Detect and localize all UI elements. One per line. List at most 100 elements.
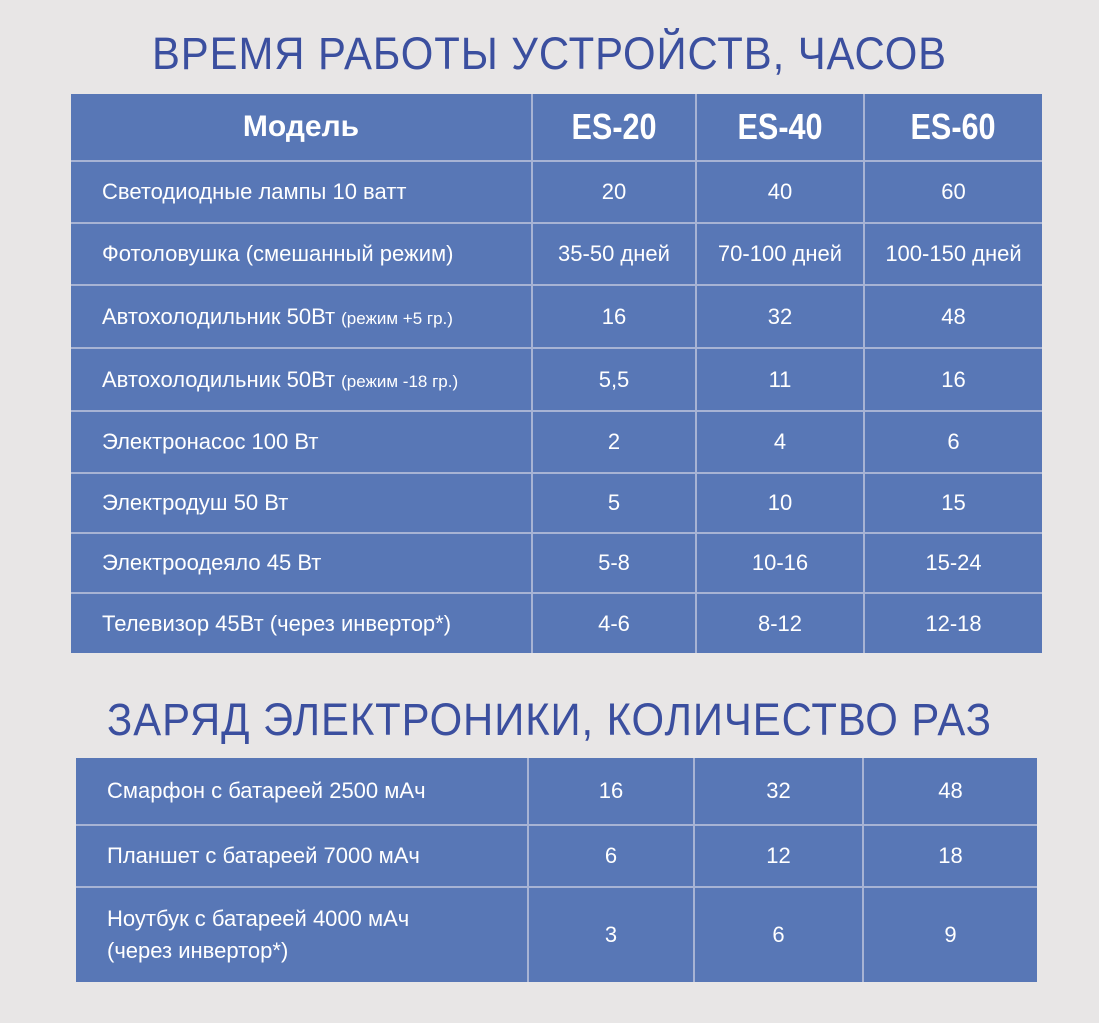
cell-value: 3 bbox=[604, 922, 618, 948]
table-cell: 4 bbox=[695, 410, 863, 472]
table-cell: Электроодеяло 45 Вт bbox=[71, 532, 531, 592]
row-label: Автохолодильник 50Вт (режим +5 гр.) bbox=[102, 301, 453, 333]
table-cell: 16 bbox=[527, 758, 693, 824]
label-text: Фотоловушка (смешанный режим) bbox=[102, 241, 454, 267]
table-cell: 11 bbox=[695, 347, 863, 410]
cell-value: 32 bbox=[766, 778, 791, 804]
row-label: Планшет с батареей 7000 мАч bbox=[107, 840, 420, 872]
table-cell: Ноутбук с батареей 4000 мАч (через инверт… bbox=[76, 886, 527, 982]
header-text: ES-40 bbox=[737, 105, 823, 147]
table-cell: 16 bbox=[531, 284, 695, 347]
row-label: Автохолодильник 50Вт (режим -18 гр.) bbox=[102, 364, 458, 396]
table-cell: 10 bbox=[695, 472, 863, 532]
cell-value: 15-24 bbox=[925, 550, 982, 576]
table-cell: Электродуш 50 Вт bbox=[71, 472, 531, 532]
cell-value: 15 bbox=[941, 490, 966, 516]
row-label: Смарфон с батареей 2500 мАч bbox=[107, 775, 426, 807]
row-label: Светодиодные лампы 10 ватт bbox=[102, 176, 406, 208]
row-label: Ноутбук с батареей 4000 мАч (через инверт… bbox=[107, 903, 409, 967]
cell-value: 48 bbox=[941, 303, 966, 329]
cell-value: 12 bbox=[766, 843, 791, 869]
table-cell: 100-150 дней bbox=[863, 222, 1042, 284]
label-note: (через инвертор*) bbox=[107, 938, 289, 963]
cell-value: 35-50 дней bbox=[558, 241, 670, 267]
row-label: Фотоловушка (смешанный режим) bbox=[102, 238, 453, 270]
row-label: Телевизор 45Вт (через инвертор*) bbox=[102, 608, 451, 640]
table-cell: 5,5 bbox=[531, 347, 695, 410]
cell-value: 16 bbox=[941, 366, 966, 392]
table-cell: Светодиодные лампы 10 ватт bbox=[71, 160, 531, 222]
table-cell: 6 bbox=[863, 410, 1042, 472]
table-cell: 70-100 дней bbox=[695, 222, 863, 284]
table-cell: 6 bbox=[527, 824, 693, 886]
cell-value: 60 bbox=[941, 179, 966, 205]
table-cell: 32 bbox=[693, 758, 862, 824]
cell-value: 16 bbox=[598, 778, 624, 804]
table-cell: Модель bbox=[71, 94, 531, 160]
label-text: Электронасос 100 Вт bbox=[102, 429, 319, 455]
table-cell: 48 bbox=[862, 758, 1037, 824]
table-cell: 48 bbox=[863, 284, 1042, 347]
table-cell: 8-12 bbox=[695, 592, 863, 653]
table-cell: 20 bbox=[531, 160, 695, 222]
table-cell: Смарфон с батареей 2500 мАч bbox=[76, 758, 527, 824]
header-text: Модель bbox=[242, 110, 360, 144]
cell-value: 10 bbox=[767, 490, 793, 516]
cell-value: 70-100 дней bbox=[717, 241, 843, 267]
cell-value: 6 bbox=[772, 922, 785, 948]
cell-value: 8-12 bbox=[757, 610, 803, 636]
table-cell: 2 bbox=[531, 410, 695, 472]
row-label: Электроодеяло 45 Вт bbox=[102, 547, 321, 579]
table-cell: 32 bbox=[695, 284, 863, 347]
table-cell: Электронасос 100 Вт bbox=[71, 410, 531, 472]
table-cell: 5-8 bbox=[531, 532, 695, 592]
table-cell: 12-18 bbox=[863, 592, 1042, 653]
label-text: Электродуш 50 Вт bbox=[102, 490, 289, 516]
cell-value: 5-8 bbox=[598, 550, 630, 576]
label-text: Электроодеяло 45 Вт bbox=[102, 550, 322, 576]
header-text: ES-20 bbox=[571, 105, 657, 147]
cell-value: 18 bbox=[938, 843, 963, 869]
cell-value: 32 bbox=[767, 303, 793, 329]
table-cell: ES-60 bbox=[863, 94, 1042, 160]
table-cell: ES-40 bbox=[695, 94, 863, 160]
table-cell: 6 bbox=[693, 886, 862, 982]
cell-value: 2 bbox=[607, 429, 621, 455]
cell-value: 12-18 bbox=[925, 610, 982, 636]
table-cell: 35-50 дней bbox=[531, 222, 695, 284]
cell-value: 100-150 дней bbox=[885, 241, 1022, 267]
cell-value: 6 bbox=[947, 429, 960, 455]
table: Модель ES-20 ES-40 ES-60 Светодиодные лампы … bbox=[71, 94, 1042, 653]
table-cell: 9 bbox=[862, 886, 1037, 982]
table-cell: 10-16 bbox=[695, 532, 863, 592]
table-cell: 4-6 bbox=[531, 592, 695, 653]
label-text: Телевизор 45Вт (через инвертор*) bbox=[102, 610, 452, 636]
table-cell: Автохолодильник 50Вт (режим +5 гр.) bbox=[71, 284, 531, 347]
table-cell: ES-20 bbox=[531, 94, 695, 160]
table-cell: 15-24 bbox=[863, 532, 1042, 592]
label-text: Автохолодильник 50Вт bbox=[102, 366, 336, 392]
row-label: Электродуш 50 Вт bbox=[102, 487, 288, 519]
table-cell: 16 bbox=[863, 347, 1042, 410]
table-cell: 60 bbox=[863, 160, 1042, 222]
label-note: (режим +5 гр.) bbox=[341, 308, 453, 328]
cell-value: 9 bbox=[944, 922, 957, 948]
cell-value: 10-16 bbox=[751, 550, 809, 576]
table-cell: Планшет с батареей 7000 мАч bbox=[76, 824, 527, 886]
label-text: Светодиодные лампы 10 ватт bbox=[102, 179, 407, 205]
cell-value: 5,5 bbox=[598, 366, 630, 392]
table-cell: 12 bbox=[693, 824, 862, 886]
label-text: Планшет с батареей 7000 мАч bbox=[107, 843, 420, 869]
label-note: (режим -18 гр.) bbox=[341, 371, 459, 391]
header-text: ES-60 bbox=[910, 105, 997, 147]
table-cell: Автохолодильник 50Вт (режим -18 гр.) bbox=[71, 347, 531, 410]
section-title: ВРЕМЯ РАБОТЫ УСТРОЙСТВ, ЧАСОВ bbox=[151, 28, 948, 79]
label-text: Смарфон с батареей 2500 мАч bbox=[107, 778, 426, 804]
table-cell: Телевизор 45Вт (через инвертор*) bbox=[71, 592, 531, 653]
label-text: Ноутбук с батареей 4000 мАч bbox=[107, 906, 410, 932]
cell-value: 4 bbox=[773, 429, 787, 455]
table: Смарфон с батареей 2500 мАч 16 32 48 Планшет… bbox=[76, 758, 1037, 982]
label-text: Автохолодильник 50Вт bbox=[102, 303, 336, 329]
cell-value: 40 bbox=[767, 179, 793, 205]
